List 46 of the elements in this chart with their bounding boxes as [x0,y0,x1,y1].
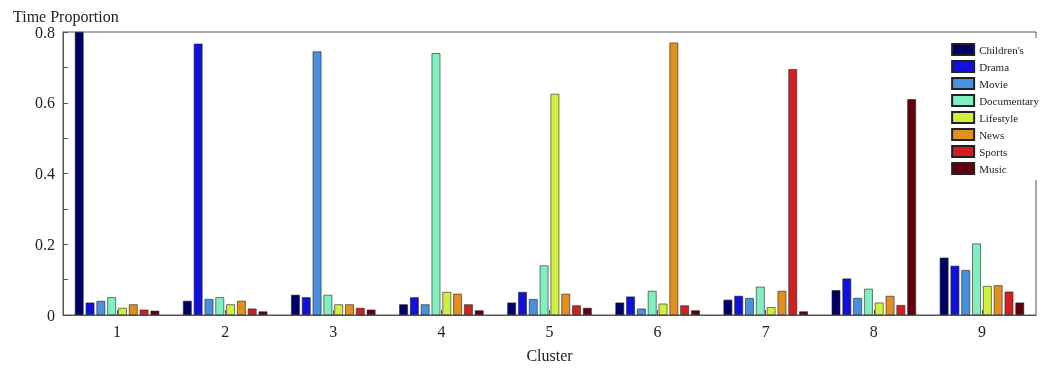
x-tick-label: 3 [329,322,338,340]
legend-label: Movie [979,77,1008,90]
x-tick-label: 9 [977,322,986,340]
y-tick-label: 0.6 [35,94,55,112]
bar [691,310,700,315]
bar [474,310,484,315]
legend-label: Documentary [979,94,1040,107]
x-tick-label: 8 [869,322,878,340]
y-tick-label: 0 [47,306,55,324]
bar [226,304,235,315]
legend-label: Children's [979,43,1024,56]
x-tick-label: 7 [761,322,770,340]
x-tick-label: 6 [653,322,662,340]
bar [572,305,581,315]
bar [615,302,625,315]
legend-label: Sports [979,145,1008,158]
bar [507,302,516,315]
bar [291,294,300,315]
legend-label: Music [979,162,1007,175]
bar [745,298,754,315]
legend-label: Drama [979,60,1010,73]
x-tick-label: 5 [545,322,554,340]
bar [518,292,527,315]
bar [637,308,646,315]
y-tick-label: 0.2 [35,235,55,253]
y-axis-title: Time Proportion [13,7,119,26]
bar [345,304,354,315]
bar [464,304,473,315]
bar [237,300,246,315]
legend-label: Lifestyle [979,111,1019,124]
bar [399,304,408,315]
y-tick-label: 0.8 [35,23,55,41]
bar [972,243,981,315]
bar [799,311,808,315]
bar [583,307,592,315]
x-tick-label: 1 [113,322,122,340]
x-tick-label: 4 [437,322,446,340]
bar [864,288,873,315]
bar [626,296,635,315]
bar [118,307,127,315]
bar [453,293,462,315]
y-tick-label: 0.4 [35,165,55,182]
x-axis-title: Cluster [526,346,574,364]
legend-label: News [979,128,1005,141]
x-tick-label: 2 [221,322,230,340]
bar [853,298,862,315]
